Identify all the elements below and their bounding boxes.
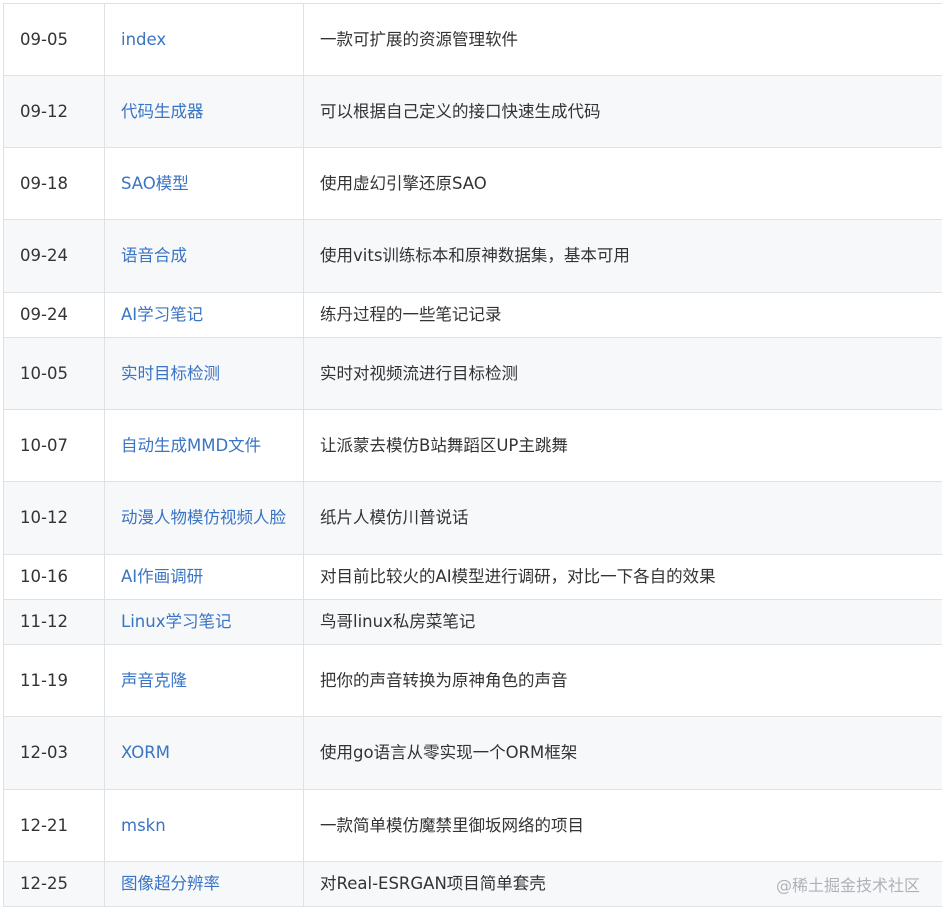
description-cell: 一款可扩展的资源管理软件	[303, 3, 942, 76]
name-cell: AI作画调研	[104, 554, 304, 600]
date-cell: 09-18	[3, 147, 105, 220]
date-cell: 09-24	[3, 292, 105, 338]
table-row: 10-12 动漫人物模仿视频人脸 纸片人模仿川普说话	[3, 481, 942, 555]
date-cell: 12-03	[3, 716, 105, 790]
description-cell: 一款简单模仿魔禁里御坂网络的项目	[303, 789, 942, 862]
name-cell: 声音克隆	[104, 644, 304, 717]
table-row: 09-18 SAO模型 使用虚幻引擎还原SAO	[3, 147, 942, 220]
name-cell: mskn	[104, 789, 304, 862]
description-cell: 实时对视频流进行目标检测	[303, 337, 942, 410]
name-cell: XORM	[104, 716, 304, 790]
date-cell: 11-12	[3, 599, 105, 645]
name-cell: 自动生成MMD文件	[104, 409, 304, 482]
description-cell: 使用vits训练标本和原神数据集，基本可用	[303, 219, 942, 293]
project-link[interactable]: 代码生成器	[121, 101, 204, 121]
project-link[interactable]: AI作画调研	[121, 567, 204, 586]
project-link[interactable]: 声音克隆	[121, 670, 187, 690]
project-link[interactable]: 自动生成MMD文件	[121, 435, 262, 455]
table-row: 09-05 index 一款可扩展的资源管理软件	[3, 3, 942, 76]
table-row: 10-16 AI作画调研 对目前比较火的AI模型进行调研，对比一下各自的效果	[3, 554, 942, 600]
description-cell: 可以根据自己定义的接口快速生成代码	[303, 75, 942, 148]
date-cell: 10-07	[3, 409, 105, 482]
date-cell: 10-12	[3, 481, 105, 555]
description-cell: 对Real-ESRGAN项目简单套壳	[303, 861, 942, 907]
project-link[interactable]: 图像超分辨率	[121, 874, 220, 893]
table-row: 12-25 图像超分辨率 对Real-ESRGAN项目简单套壳	[3, 861, 942, 907]
name-cell: AI学习笔记	[104, 292, 304, 338]
date-cell: 09-05	[3, 3, 105, 76]
description-cell: 鸟哥linux私房菜笔记	[303, 599, 942, 645]
table-row: 09-24 AI学习笔记 练丹过程的一些笔记记录	[3, 292, 942, 338]
table-row: 10-07 自动生成MMD文件 让派蒙去模仿B站舞蹈区UP主跳舞	[3, 409, 942, 482]
description-cell: 使用go语言从零实现一个ORM框架	[303, 716, 942, 790]
table-row: 11-19 声音克隆 把你的声音转换为原神角色的声音	[3, 644, 942, 717]
name-cell: 实时目标检测	[104, 337, 304, 410]
description-cell: 把你的声音转换为原神角色的声音	[303, 644, 942, 717]
name-cell: index	[104, 3, 304, 76]
date-cell: 12-21	[3, 789, 105, 862]
project-link[interactable]: AI学习笔记	[121, 305, 204, 324]
project-link[interactable]: 实时目标检测	[121, 363, 220, 383]
description-cell: 纸片人模仿川普说话	[303, 481, 942, 555]
project-link[interactable]: 动漫人物模仿视频人脸	[121, 508, 286, 527]
project-link[interactable]: mskn	[121, 815, 166, 835]
date-cell: 10-05	[3, 337, 105, 410]
project-link[interactable]: SAO模型	[121, 173, 189, 193]
date-cell: 12-25	[3, 861, 105, 907]
description-cell: 对目前比较火的AI模型进行调研，对比一下各自的效果	[303, 554, 942, 600]
name-cell: SAO模型	[104, 147, 304, 220]
date-cell: 09-12	[3, 75, 105, 148]
project-link[interactable]: 语音合成	[121, 246, 187, 265]
watermark: @稀土掘金技术社区	[775, 876, 920, 895]
name-cell: 图像超分辨率	[104, 861, 304, 907]
description-cell: 练丹过程的一些笔记记录	[303, 292, 942, 338]
project-link[interactable]: index	[121, 29, 167, 49]
description-cell: 让派蒙去模仿B站舞蹈区UP主跳舞	[303, 409, 942, 482]
name-cell: Linux学习笔记	[104, 599, 304, 645]
date-cell: 09-24	[3, 219, 105, 293]
projects-table: 09-05 index 一款可扩展的资源管理软件 09-12 代码生成器 可以根据…	[3, 3, 942, 907]
table-row: 10-05 实时目标检测 实时对视频流进行目标检测	[3, 337, 942, 410]
table-row: 09-12 代码生成器 可以根据自己定义的接口快速生成代码	[3, 75, 942, 148]
table-row: 12-21 mskn 一款简单模仿魔禁里御坂网络的项目	[3, 789, 942, 862]
project-link[interactable]: Linux学习笔记	[121, 612, 232, 631]
table-row: 12-03 XORM 使用go语言从零实现一个ORM框架	[3, 716, 942, 790]
description-cell: 使用虚幻引擎还原SAO	[303, 147, 942, 220]
table-row: 09-24 语音合成 使用vits训练标本和原神数据集，基本可用	[3, 219, 942, 293]
name-cell: 语音合成	[104, 219, 304, 293]
name-cell: 动漫人物模仿视频人脸	[104, 481, 304, 555]
date-cell: 11-19	[3, 644, 105, 717]
project-link[interactable]: XORM	[121, 743, 170, 762]
table-row: 11-12 Linux学习笔记 鸟哥linux私房菜笔记	[3, 599, 942, 645]
name-cell: 代码生成器	[104, 75, 304, 148]
date-cell: 10-16	[3, 554, 105, 600]
